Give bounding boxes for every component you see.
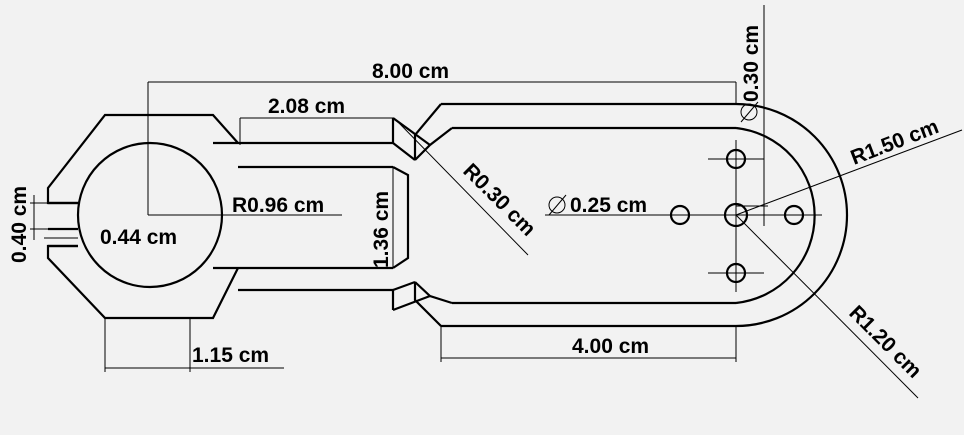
- arm-outer: [413, 102, 736, 328]
- arm-inner: [414, 126, 736, 305]
- label-top-slot: 2.08 cm: [268, 95, 345, 118]
- outer-arc: [735, 102, 849, 328]
- diameter-symbols: [548, 101, 759, 216]
- dimension-lines: [30, 5, 963, 399]
- label-slot-length: 4.00 cm: [572, 335, 649, 358]
- label-hole-diameter-top: 0.30 cm: [740, 25, 763, 102]
- label-gap-height: 0.40 cm: [8, 186, 31, 263]
- inner-radius-leader: [735, 214, 919, 399]
- diameter-symbol-icon: [740, 101, 759, 123]
- label-hole-diameter-small: 0.25 cm: [570, 194, 647, 217]
- label-gap-length: 0.44 cm: [100, 226, 177, 249]
- label-overall-length: 8.00 cm: [372, 60, 449, 83]
- outer-radius-leader: [735, 129, 963, 216]
- label-bore-radius: R0.96 cm: [232, 194, 324, 217]
- label-neck-height: 1.36 cm: [370, 191, 393, 268]
- neck-lower-bend: [392, 248, 431, 312]
- diameter-symbol-icon: [548, 194, 567, 216]
- label-foot-width: 1.15 cm: [192, 344, 269, 367]
- fillet-radius-leader: [397, 121, 529, 256]
